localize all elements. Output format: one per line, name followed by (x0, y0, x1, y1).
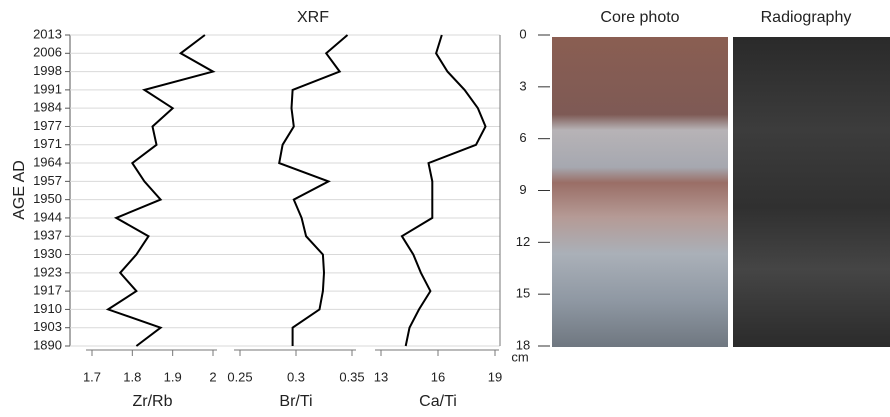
x-axis-label: Ca/Ti (419, 393, 457, 410)
photo-title: Radiography (761, 9, 852, 26)
y-tick-label: 2013 (33, 26, 62, 41)
depth-tick-label: 6 (519, 130, 526, 145)
y-tick-label: 1903 (33, 319, 62, 334)
y-tick-label: 1944 (33, 209, 62, 224)
y-tick-label: 1971 (33, 136, 62, 151)
chart: XRF Core photo Radiography AGE AD cm 201… (0, 0, 890, 412)
x-tick-label: 2 (209, 369, 216, 384)
y-axis-label: AGE AD (11, 160, 28, 220)
core-photo (552, 37, 728, 347)
depth-tick-label: 9 (519, 182, 526, 197)
x-tick-label: 16 (431, 369, 445, 384)
y-tick-label: 1937 (33, 228, 62, 243)
y-tick-label: 1977 (33, 118, 62, 133)
x-tick-label: 19 (488, 369, 502, 384)
x-axis-label: Br/Ti (279, 393, 312, 410)
y-tick-label: 1923 (33, 264, 62, 279)
depth-tick-label: 15 (516, 286, 530, 301)
y-tick-label: 1917 (33, 283, 62, 298)
y-tick-label: 1991 (33, 81, 62, 96)
x-tick-label: 1.7 (83, 369, 101, 384)
x-tick-label: 1.9 (164, 369, 182, 384)
x-tick-label: 0.35 (339, 369, 364, 384)
depth-tick-label: 3 (519, 78, 526, 93)
depth-tick-label: 12 (516, 234, 530, 249)
y-tick-label: 1890 (33, 337, 62, 352)
radiography-image (733, 37, 890, 347)
x-tick-label: 0.3 (287, 369, 305, 384)
x-tick-label: 0.25 (227, 369, 252, 384)
x-tick-label: 1.8 (123, 369, 141, 384)
y-tick-label: 1930 (33, 246, 62, 261)
y-tick-label: 1910 (33, 301, 62, 316)
photo-title: Core photo (600, 9, 679, 26)
y-tick-label: 1984 (33, 100, 62, 115)
y-tick-label: 1964 (33, 154, 62, 169)
profile-line (279, 35, 347, 346)
y-tick-label: 1998 (33, 63, 62, 78)
chart-title: XRF (297, 9, 329, 26)
y-tick-label: 1957 (33, 173, 62, 188)
y-tick-label: 1950 (33, 191, 62, 206)
x-axis-label: Zr/Rb (133, 393, 173, 410)
profile-line (402, 35, 486, 346)
depth-tick-label: 18 (516, 337, 530, 352)
depth-tick-label: 0 (519, 26, 526, 41)
x-tick-label: 13 (374, 369, 388, 384)
y-tick-label: 2006 (33, 45, 62, 60)
profile-line (108, 35, 213, 346)
